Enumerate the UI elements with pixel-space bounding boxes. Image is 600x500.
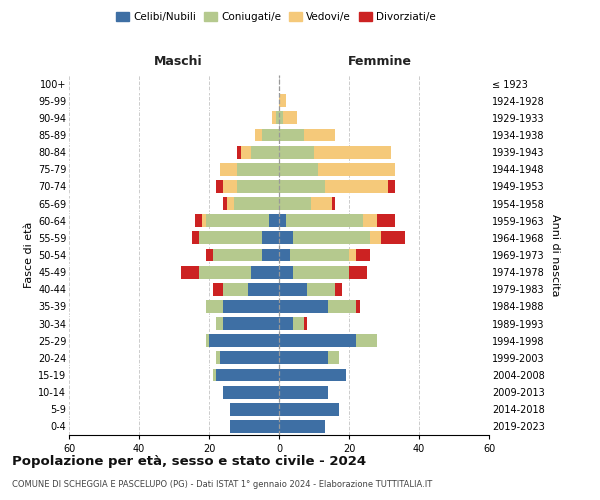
Bar bbox=[328, 300, 356, 313]
Bar bbox=[380, 232, 405, 244]
Bar bbox=[237, 146, 241, 158]
Bar bbox=[212, 368, 216, 382]
Bar bbox=[279, 232, 293, 244]
Bar bbox=[279, 266, 293, 278]
Bar bbox=[279, 146, 314, 158]
Bar bbox=[262, 232, 279, 244]
Bar bbox=[349, 248, 356, 262]
Bar bbox=[202, 214, 205, 227]
Legend: Celibi/Nubili, Coniugati/e, Vedovi/e, Divorziati/e: Celibi/Nubili, Coniugati/e, Vedovi/e, Di… bbox=[112, 8, 440, 26]
Bar bbox=[216, 368, 279, 382]
Y-axis label: Fasce di età: Fasce di età bbox=[23, 222, 34, 288]
Bar bbox=[356, 248, 370, 262]
Bar bbox=[325, 180, 388, 193]
Bar bbox=[199, 266, 251, 278]
Bar bbox=[205, 248, 212, 262]
Bar bbox=[304, 128, 335, 141]
Bar bbox=[317, 163, 395, 175]
Bar bbox=[191, 232, 199, 244]
Bar bbox=[293, 266, 349, 278]
Bar bbox=[388, 180, 395, 193]
Bar bbox=[290, 248, 349, 262]
Bar bbox=[195, 214, 202, 227]
Bar bbox=[216, 352, 220, 364]
Bar bbox=[254, 128, 262, 141]
Bar bbox=[279, 112, 283, 124]
Bar bbox=[248, 283, 279, 296]
Bar bbox=[223, 300, 279, 313]
Bar bbox=[293, 317, 304, 330]
Bar bbox=[279, 283, 307, 296]
Bar bbox=[216, 180, 223, 193]
Bar bbox=[293, 232, 370, 244]
Bar bbox=[227, 197, 233, 210]
Bar bbox=[349, 266, 367, 278]
Bar bbox=[262, 248, 279, 262]
Bar bbox=[279, 420, 325, 433]
Bar bbox=[237, 180, 279, 193]
Bar bbox=[279, 128, 304, 141]
Text: Popolazione per età, sesso e stato civile - 2024: Popolazione per età, sesso e stato civil… bbox=[12, 455, 366, 468]
Bar bbox=[220, 352, 279, 364]
Bar bbox=[272, 112, 275, 124]
Bar bbox=[269, 214, 279, 227]
Bar bbox=[230, 403, 279, 415]
Bar bbox=[205, 334, 209, 347]
Bar bbox=[279, 386, 328, 398]
Y-axis label: Anni di nascita: Anni di nascita bbox=[550, 214, 560, 296]
Bar bbox=[223, 197, 227, 210]
Bar bbox=[279, 300, 328, 313]
Bar bbox=[205, 214, 269, 227]
Bar bbox=[223, 317, 279, 330]
Bar bbox=[279, 368, 346, 382]
Bar bbox=[314, 146, 391, 158]
Bar bbox=[286, 214, 363, 227]
Bar bbox=[279, 197, 311, 210]
Bar bbox=[363, 214, 377, 227]
Bar bbox=[223, 386, 279, 398]
Bar bbox=[307, 283, 335, 296]
Bar bbox=[212, 283, 223, 296]
Text: Femmine: Femmine bbox=[348, 55, 412, 68]
Bar bbox=[377, 214, 395, 227]
Text: COMUNE DI SCHEGGIA E PASCELUPO (PG) - Dati ISTAT 1° gennaio 2024 - Elaborazione : COMUNE DI SCHEGGIA E PASCELUPO (PG) - Da… bbox=[12, 480, 432, 489]
Bar bbox=[279, 248, 290, 262]
Bar bbox=[279, 352, 328, 364]
Bar bbox=[216, 317, 223, 330]
Bar bbox=[237, 163, 279, 175]
Bar bbox=[279, 403, 338, 415]
Bar bbox=[279, 334, 356, 347]
Bar bbox=[241, 146, 251, 158]
Bar bbox=[279, 214, 286, 227]
Bar bbox=[220, 163, 237, 175]
Bar bbox=[335, 283, 342, 296]
Bar bbox=[209, 334, 279, 347]
Bar bbox=[356, 300, 359, 313]
Bar bbox=[212, 248, 262, 262]
Bar bbox=[331, 197, 335, 210]
Bar bbox=[223, 283, 248, 296]
Bar bbox=[279, 180, 325, 193]
Bar bbox=[279, 163, 317, 175]
Bar bbox=[311, 197, 331, 210]
Text: Maschi: Maschi bbox=[154, 55, 203, 68]
Bar bbox=[223, 180, 237, 193]
Bar bbox=[230, 420, 279, 433]
Bar bbox=[233, 197, 279, 210]
Bar bbox=[279, 317, 293, 330]
Bar bbox=[262, 128, 279, 141]
Bar bbox=[279, 94, 286, 107]
Bar bbox=[199, 232, 262, 244]
Bar bbox=[205, 300, 223, 313]
Bar bbox=[181, 266, 199, 278]
Bar bbox=[370, 232, 380, 244]
Bar bbox=[304, 317, 307, 330]
Bar bbox=[275, 112, 279, 124]
Bar bbox=[251, 146, 279, 158]
Bar bbox=[283, 112, 296, 124]
Bar bbox=[328, 352, 338, 364]
Bar bbox=[251, 266, 279, 278]
Bar bbox=[356, 334, 377, 347]
